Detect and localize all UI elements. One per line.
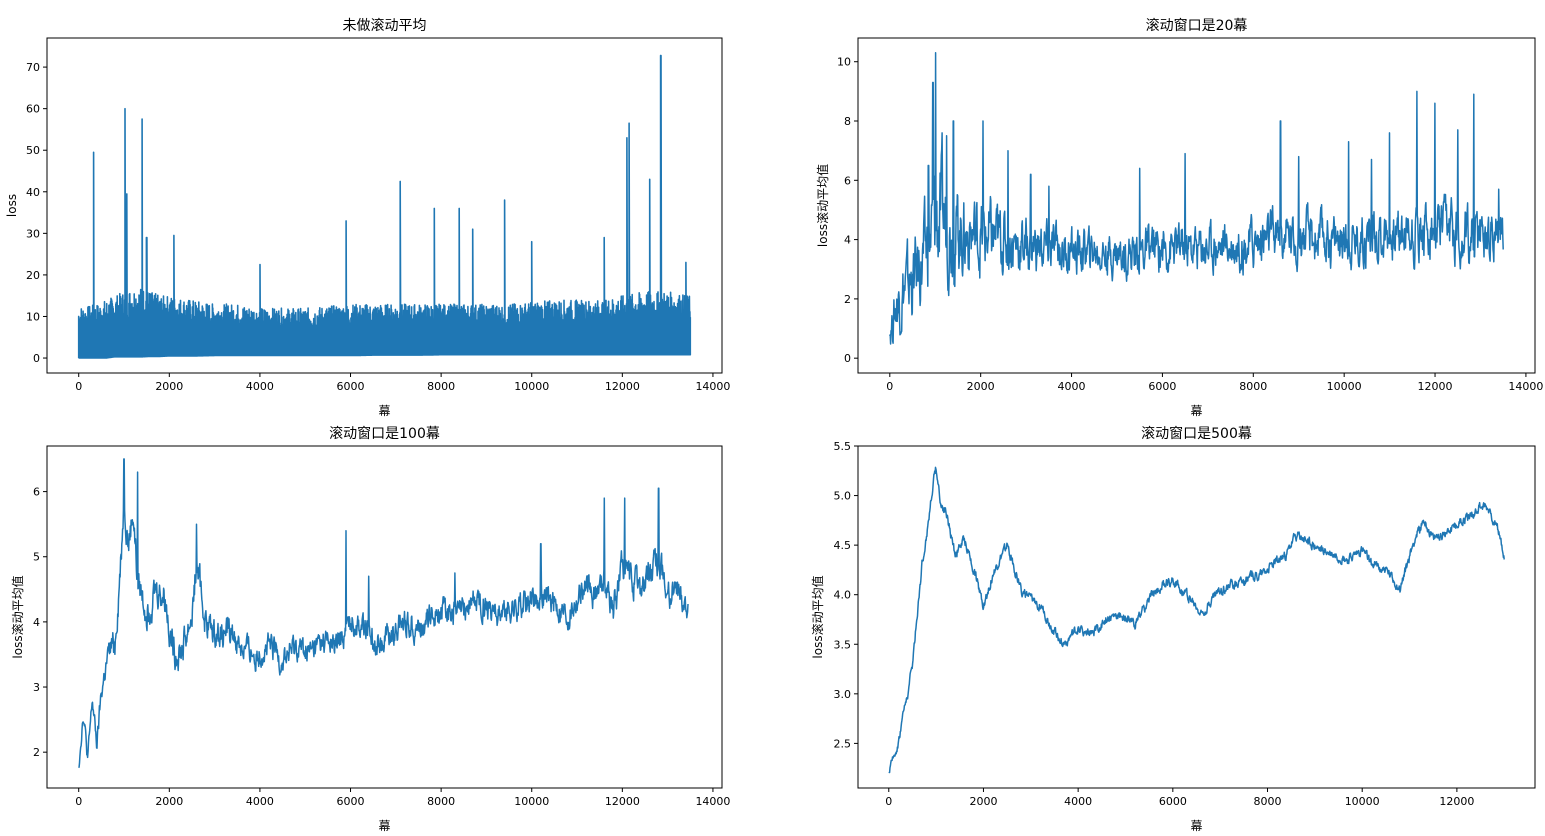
x-tick-label: 2000 xyxy=(155,795,183,808)
y-tick-label: 3.5 xyxy=(834,638,852,651)
x-tick-label: 4000 xyxy=(1058,380,1086,393)
y-tick-label: 60 xyxy=(26,103,40,116)
y-tick-label: 6 xyxy=(33,486,40,499)
y-tick-label: 3 xyxy=(33,681,40,694)
x-tick-label: 14000 xyxy=(695,795,730,808)
x-tick-label: 6000 xyxy=(1159,795,1187,808)
x-tick-label: 14000 xyxy=(1508,380,1543,393)
x-tick-label: 4000 xyxy=(246,380,274,393)
y-tick-label: 8 xyxy=(844,115,851,128)
plot-frame xyxy=(46,37,723,374)
x-axis-ticks: 0 2000 4000 6000 8000 10000 12000 14000 xyxy=(75,373,730,393)
x-tick-label: 12000 xyxy=(605,795,640,808)
series-line xyxy=(889,52,1504,345)
x-tick-label: 8000 xyxy=(1239,380,1267,393)
subplot-rolling-500: 0 2000 4000 6000 8000 10000 12000 2.5 3.0 3.5 4.0… xyxy=(810,425,1536,833)
x-axis-label: 幕 xyxy=(1190,819,1202,833)
series-line-group xyxy=(889,52,1504,345)
y-tick-label: 20 xyxy=(26,269,40,282)
y-tick-label: 40 xyxy=(26,186,40,199)
y-tick-label: 0 xyxy=(33,352,40,365)
y-axis-label: loss xyxy=(5,194,19,217)
x-tick-label: 12000 xyxy=(1418,380,1453,393)
x-tick-label: 10000 xyxy=(514,795,549,808)
y-tick-label: 4 xyxy=(844,234,851,247)
y-tick-label: 10 xyxy=(26,310,40,323)
y-axis-ticks: 2 3 4 5 6 xyxy=(33,486,47,759)
series-line-group xyxy=(77,54,692,359)
y-tick-label: 5.5 xyxy=(834,440,852,453)
x-tick-label: 10000 xyxy=(514,380,549,393)
x-axis-ticks: 0 2000 4000 6000 8000 10000 12000 14000 xyxy=(886,373,1543,393)
series-line-group xyxy=(78,458,689,769)
x-tick-label: 12000 xyxy=(605,380,640,393)
y-tick-label: 4 xyxy=(33,616,40,629)
y-axis-label: loss滚动平均值 xyxy=(10,575,25,658)
x-tick-label: 0 xyxy=(886,380,893,393)
chart-title: 滚动窗口是20幕 xyxy=(1146,17,1248,34)
x-axis-label: 幕 xyxy=(378,819,390,833)
y-tick-label: 2 xyxy=(844,293,851,306)
x-tick-label: 8000 xyxy=(1254,795,1282,808)
y-tick-label: 50 xyxy=(26,144,40,157)
y-tick-label: 2.5 xyxy=(834,737,852,750)
x-tick-label: 6000 xyxy=(337,380,365,393)
plot-frame xyxy=(46,445,723,789)
y-axis-ticks: 0 2 4 6 8 10 xyxy=(837,56,858,365)
x-tick-label: 8000 xyxy=(427,380,455,393)
y-tick-label: 5.0 xyxy=(834,490,852,503)
x-axis-ticks: 0 2000 4000 6000 8000 10000 12000 xyxy=(885,788,1474,808)
subplot-rolling-100: 0 2000 4000 6000 8000 10000 12000 14000 2 3 4 5 6 滚… xyxy=(10,425,730,833)
plot-frame xyxy=(857,445,1536,789)
x-tick-label: 2000 xyxy=(155,380,183,393)
subplot-raw-loss: 0 2000 4000 6000 8000 10000 12000 14000 0 10 20 30… xyxy=(5,17,730,418)
series-line xyxy=(77,54,692,359)
x-tick-label: 14000 xyxy=(695,380,730,393)
x-tick-label: 0 xyxy=(75,795,82,808)
x-tick-label: 4000 xyxy=(246,795,274,808)
series-line xyxy=(888,466,1505,774)
y-tick-label: 2 xyxy=(33,746,40,759)
x-tick-label: 10000 xyxy=(1345,795,1380,808)
x-tick-label: 6000 xyxy=(1148,380,1176,393)
y-tick-label: 30 xyxy=(26,227,40,240)
subplot-rolling-20: 0 2000 4000 6000 8000 10000 12000 14000 0 2 4 6 8 10… xyxy=(815,17,1543,418)
y-tick-label: 4.5 xyxy=(834,539,852,552)
y-tick-label: 0 xyxy=(844,352,851,365)
x-tick-label: 2000 xyxy=(969,795,997,808)
x-tick-label: 0 xyxy=(75,380,82,393)
y-axis-label: loss滚动平均值 xyxy=(810,575,825,658)
y-axis-label: loss滚动平均值 xyxy=(815,164,830,247)
y-tick-label: 10 xyxy=(837,56,851,69)
x-tick-label: 8000 xyxy=(427,795,455,808)
y-tick-label: 6 xyxy=(844,174,851,187)
x-tick-label: 0 xyxy=(885,795,892,808)
chart-title: 未做滚动平均 xyxy=(343,17,427,34)
x-axis-ticks: 0 2000 4000 6000 8000 10000 12000 14000 xyxy=(75,788,730,808)
x-tick-label: 10000 xyxy=(1327,380,1362,393)
x-tick-label: 6000 xyxy=(337,795,365,808)
y-tick-label: 5 xyxy=(33,551,40,564)
y-axis-ticks: 2.5 3.0 3.5 4.0 4.5 5.0 5.5 xyxy=(834,440,858,750)
y-axis-ticks: 0 10 20 30 40 50 60 70 xyxy=(26,61,47,365)
x-axis-label: 幕 xyxy=(378,404,390,418)
series-line xyxy=(78,458,689,769)
y-tick-label: 4.0 xyxy=(834,589,852,602)
series-line-group xyxy=(888,466,1505,774)
x-tick-label: 2000 xyxy=(967,380,995,393)
plot-frame xyxy=(857,37,1536,374)
chart-title: 滚动窗口是500幕 xyxy=(1141,425,1252,442)
x-axis-label: 幕 xyxy=(1190,404,1202,418)
x-tick-label: 12000 xyxy=(1439,795,1474,808)
x-tick-label: 4000 xyxy=(1064,795,1092,808)
y-tick-label: 70 xyxy=(26,61,40,74)
y-tick-label: 3.0 xyxy=(834,688,852,701)
chart-title: 滚动窗口是100幕 xyxy=(329,425,440,442)
